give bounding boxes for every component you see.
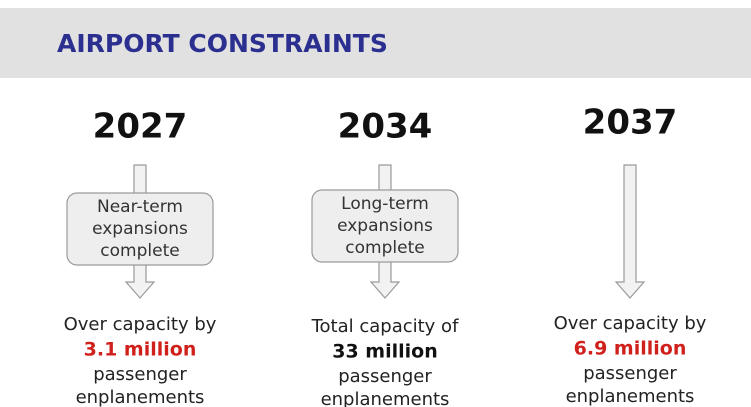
box-text: expansions: [337, 216, 433, 236]
tail-text: passenger: [338, 366, 432, 387]
box-text: complete: [100, 241, 179, 261]
highlight-text: 6.9 million: [574, 338, 687, 360]
header-band: [0, 8, 751, 78]
highlight-text: 33 million: [332, 341, 437, 363]
intro-text: Over capacity by: [64, 314, 217, 335]
year: 2037: [583, 103, 678, 143]
intro-text: Over capacity by: [554, 313, 707, 334]
box-text: expansions: [92, 219, 188, 239]
box-text: complete: [345, 238, 424, 258]
year: 2034: [338, 107, 433, 147]
highlight-text: 3.1 million: [84, 339, 197, 361]
intro-text: Total capacity of: [311, 316, 459, 337]
header-title: AIRPORT CONSTRAINTS: [57, 29, 388, 58]
arrow: [614, 164, 646, 299]
tail-text: enplanements: [566, 386, 695, 407]
tail-text: enplanements: [321, 389, 450, 407]
tail-text: passenger: [93, 364, 187, 385]
tail-text: enplanements: [76, 387, 205, 407]
tail-text: passenger: [583, 363, 677, 384]
callout-box: [311, 189, 459, 263]
box-text: Long-term: [341, 194, 429, 214]
year: 2027: [93, 107, 188, 147]
box-text: Near-term: [97, 197, 183, 217]
callout-box: [66, 192, 214, 266]
